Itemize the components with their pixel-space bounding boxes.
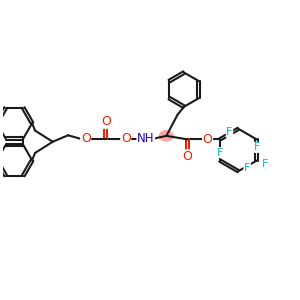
Text: O: O: [101, 115, 111, 128]
Text: F: F: [226, 127, 233, 137]
Text: O: O: [183, 150, 193, 163]
Ellipse shape: [138, 133, 154, 145]
Text: F: F: [254, 142, 260, 152]
Text: O: O: [121, 132, 131, 145]
Text: F: F: [217, 148, 223, 158]
Ellipse shape: [159, 130, 174, 142]
Text: O: O: [81, 132, 91, 145]
Text: F: F: [244, 163, 250, 173]
Text: F: F: [262, 159, 269, 169]
Text: O: O: [203, 133, 212, 146]
Text: NH: NH: [137, 132, 154, 145]
